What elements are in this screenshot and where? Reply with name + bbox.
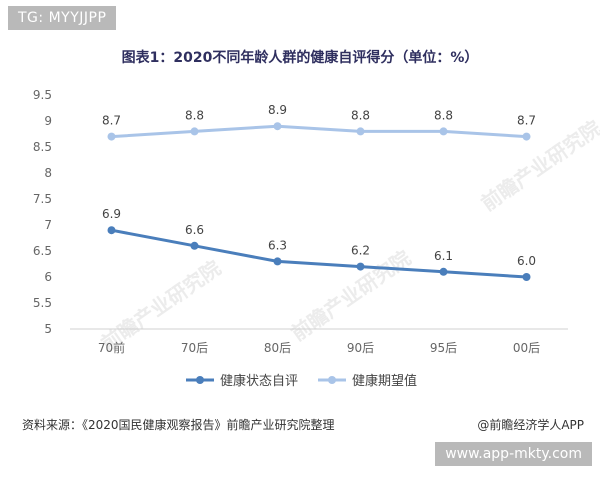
x-tick-label: 80后 <box>264 341 291 355</box>
watermark-url: www.app-mkty.com <box>435 442 592 466</box>
data-label: 8.8 <box>434 108 453 122</box>
series-line <box>111 228 527 279</box>
credit: @前瞻经济学人APP <box>477 418 584 432</box>
y-tick-label: 6 <box>44 270 52 284</box>
x-tick-label: 70前 <box>98 340 125 355</box>
x-tick-label: 95后 <box>430 341 457 355</box>
tag-label: TG: MYYJJPP <box>8 6 117 30</box>
chart-title: 图表1：2020不同年龄人群的健康自评得分（单位：%） <box>121 50 479 66</box>
series-line <box>111 124 527 139</box>
data-label: 8.7 <box>517 114 536 128</box>
x-tick-label: 70后 <box>181 341 208 355</box>
data-label: 6.0 <box>517 254 536 268</box>
y-tick-label: 7.5 <box>33 192 52 206</box>
y-tick-label: 6.5 <box>33 244 52 258</box>
data-point <box>107 132 116 141</box>
y-tick-label: 7 <box>44 218 52 232</box>
data-point <box>522 273 531 281</box>
y-tick-label: 9.5 <box>33 88 52 102</box>
data-point <box>522 132 531 141</box>
source-note: 资料来源：《2020国民健康观察报告》前瞻产业研究院整理 <box>22 418 335 432</box>
data-point <box>356 127 365 136</box>
data-label: 6.1 <box>434 249 453 263</box>
data-point <box>107 226 116 235</box>
data-point <box>273 257 282 266</box>
data-label: 8.7 <box>102 114 121 128</box>
data-label: 6.2 <box>351 244 370 258</box>
y-tick-label: 9 <box>44 114 52 128</box>
legend-swatch-marker <box>328 376 336 384</box>
data-label: 6.9 <box>102 207 121 221</box>
x-tick-label: 00后 <box>513 341 540 355</box>
data-point <box>439 267 448 276</box>
data-label: 8.8 <box>185 108 204 122</box>
data-point <box>439 127 448 136</box>
legend-label: 健康期望值 <box>352 373 417 389</box>
data-label: 6.3 <box>268 238 287 252</box>
data-label: 8.8 <box>351 108 370 122</box>
legend-label: 健康状态自评 <box>220 373 298 389</box>
data-point <box>190 127 199 136</box>
data-point <box>356 262 365 271</box>
y-tick-label: 5 <box>44 322 52 336</box>
y-tick-label: 5.5 <box>33 296 52 310</box>
data-point <box>273 122 282 131</box>
line-chart: 5 5.5 6 6.5 7 7.5 8 8.5 9 9.5 70前 70后 80后 90后 95后 00后 6.… <box>33 88 568 389</box>
legend-swatch-marker <box>196 376 204 384</box>
y-tick-label: 8.5 <box>33 140 52 154</box>
data-label: 6.6 <box>185 223 204 237</box>
data-label: 8.9 <box>268 103 287 117</box>
x-tick-label: 90后 <box>347 341 374 355</box>
data-point <box>190 241 199 250</box>
y-tick-label: 8 <box>44 166 52 180</box>
